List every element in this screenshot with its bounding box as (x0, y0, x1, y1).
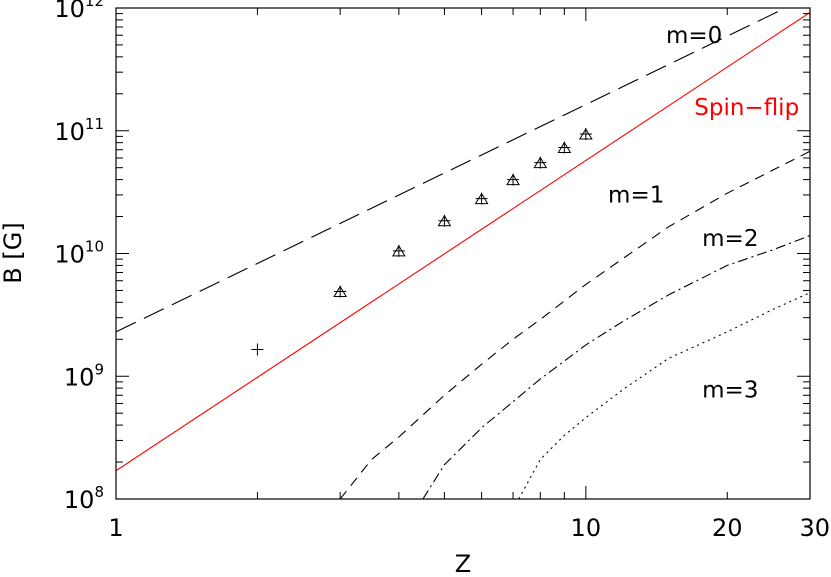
series-line-4 (518, 292, 810, 499)
point-plus-marker (392, 244, 405, 257)
series-line-2 (339, 150, 810, 499)
curve-label-4: m=3 (702, 378, 758, 404)
point-plus-marker (534, 156, 547, 169)
y-axis-title: B [G] (0, 222, 27, 283)
data-point-7 (557, 141, 572, 154)
data-point-6 (533, 156, 548, 169)
point-plus-marker (438, 214, 451, 227)
point-plus-marker (579, 128, 592, 141)
data-point-0 (251, 343, 264, 356)
point-plus-marker (558, 141, 571, 154)
annotations-layer: m=0 Spin−flip m=1 m=2 m=3 (608, 23, 799, 404)
y-tick-label-0: 108 (64, 483, 104, 514)
x-tick-label-3: 30 (799, 514, 830, 542)
point-triangle-marker (506, 173, 520, 186)
curve-label-0: m=0 (666, 23, 722, 49)
y-tick-label-4: 1012 (54, 0, 104, 23)
point-triangle-marker (557, 141, 572, 154)
point-triangle-marker (391, 244, 406, 257)
curve-label-3: m=2 (702, 226, 758, 252)
point-triangle-marker (533, 156, 548, 169)
data-point-1 (333, 285, 348, 298)
series-line-0 (116, 11, 810, 472)
y-tick-label-3: 1011 (54, 115, 104, 146)
series-line-1 (116, 8, 787, 333)
data-point-2 (391, 244, 406, 257)
x-axis-title: Z (455, 550, 471, 577)
point-triangle-marker (333, 285, 348, 298)
curve-label-1: Spin−flip (694, 95, 799, 121)
point-plus-marker (507, 173, 520, 186)
point-triangle-marker (474, 192, 489, 205)
curve-label-2: m=1 (608, 183, 664, 209)
series-line-3 (422, 235, 810, 499)
x-tick-label-0: 1 (108, 514, 123, 542)
data-point-3 (437, 214, 452, 227)
data-point-5 (506, 173, 520, 186)
ticks-layer: 108 109 1010 1011 1012 1 10 20 30 (54, 0, 830, 542)
data-point-4 (474, 192, 489, 205)
data-point-8 (578, 128, 593, 141)
x-tick-label-2: 20 (712, 514, 743, 542)
y-tick-label-1: 109 (64, 360, 104, 391)
point-triangle-marker (437, 214, 452, 227)
markers-layer (251, 128, 593, 356)
curves-layer (116, 8, 810, 499)
point-plus-marker (475, 192, 488, 205)
y-tick-label-2: 1010 (54, 238, 104, 269)
point-plus-marker (334, 285, 347, 298)
point-plus-marker (251, 343, 264, 356)
point-triangle-marker (578, 128, 593, 140)
x-tick-label-1: 10 (571, 514, 602, 542)
